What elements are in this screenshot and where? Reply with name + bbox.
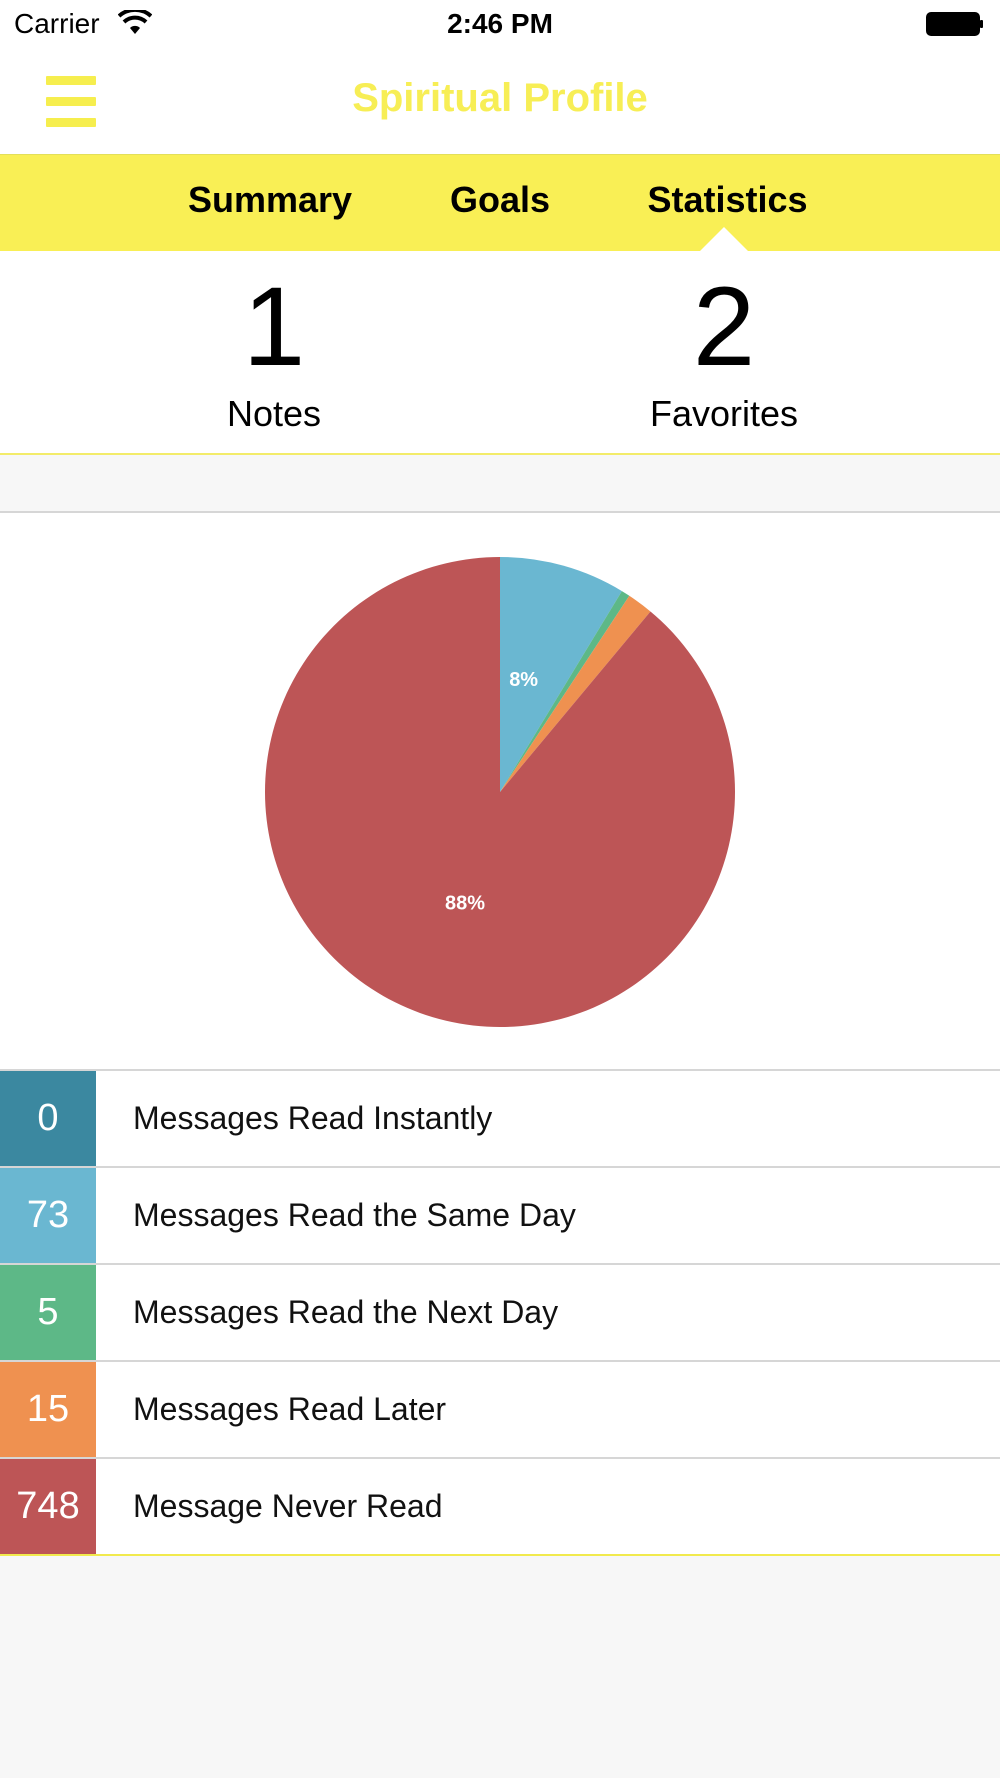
legend-row-read-instantly: 0 Messages Read Instantly	[0, 1071, 1000, 1168]
legend-count: 5	[0, 1265, 96, 1360]
pie-slice-2	[500, 591, 630, 792]
notes-count-label: Notes	[226, 393, 322, 434]
legend-count: 73	[0, 1168, 96, 1263]
tab-bar: Summary Goals Statistics	[0, 155, 1000, 251]
section-spacer	[0, 455, 1000, 513]
notes-count[interactable]: 1 Notes	[0, 251, 548, 435]
pie-data-label-1: 88%	[445, 892, 485, 914]
favorites-count[interactable]: 2 Favorites	[474, 251, 974, 435]
status-bar: Carrier 2:46 PM	[0, 0, 1000, 52]
tab-summary[interactable]: Summary	[187, 179, 353, 220]
pie-slice-3	[500, 595, 651, 792]
tab-goals[interactable]: Goals	[449, 179, 551, 220]
legend-label: Message Never Read	[133, 1488, 443, 1524]
legend-row-never-read: 748 Message Never Read	[0, 1459, 1000, 1556]
pie-data-label-0: 8%	[509, 669, 538, 691]
carrier-label: Carrier	[14, 8, 100, 39]
legend-label: Messages Read Instantly	[133, 1100, 493, 1136]
hamburger-menu-icon[interactable]	[44, 76, 98, 128]
battery-icon	[926, 12, 983, 36]
favorites-count-label: Favorites	[649, 393, 799, 434]
legend-list: 0 Messages Read Instantly 73 Messages Re…	[0, 1071, 1000, 1556]
legend-count: 748	[0, 1459, 96, 1554]
counts-panel: 1 Notes 2 Favorites	[0, 251, 1000, 455]
legend-count: 15	[0, 1362, 96, 1457]
legend-label: Messages Read the Same Day	[133, 1197, 576, 1233]
legend-row-read-later: 15 Messages Read Later	[0, 1362, 1000, 1459]
navigation-bar: Spiritual Profile	[0, 52, 1000, 156]
tab-statistics[interactable]: Statistics	[647, 179, 808, 220]
legend-label: Messages Read Later	[133, 1391, 447, 1427]
notes-count-value: 1	[242, 264, 306, 389]
favorites-count-value: 2	[692, 264, 756, 389]
selected-tab-indicator	[700, 227, 748, 251]
page-title: Spiritual Profile	[352, 76, 648, 120]
clock-time: 2:46 PM	[447, 8, 553, 39]
pie-slice-1	[500, 557, 622, 792]
legend-row-read-next-day: 5 Messages Read the Next Day	[0, 1265, 1000, 1362]
legend-count: 0	[0, 1071, 96, 1166]
pie-chart: 8% 88%	[264, 557, 735, 1027]
pie-slice-4	[264, 557, 735, 1027]
legend-label: Messages Read the Next Day	[133, 1294, 559, 1330]
legend-row-read-same-day: 73 Messages Read the Same Day	[0, 1168, 1000, 1265]
pie-chart-panel: 8% 88%	[0, 513, 1000, 1071]
wifi-icon	[118, 10, 152, 34]
